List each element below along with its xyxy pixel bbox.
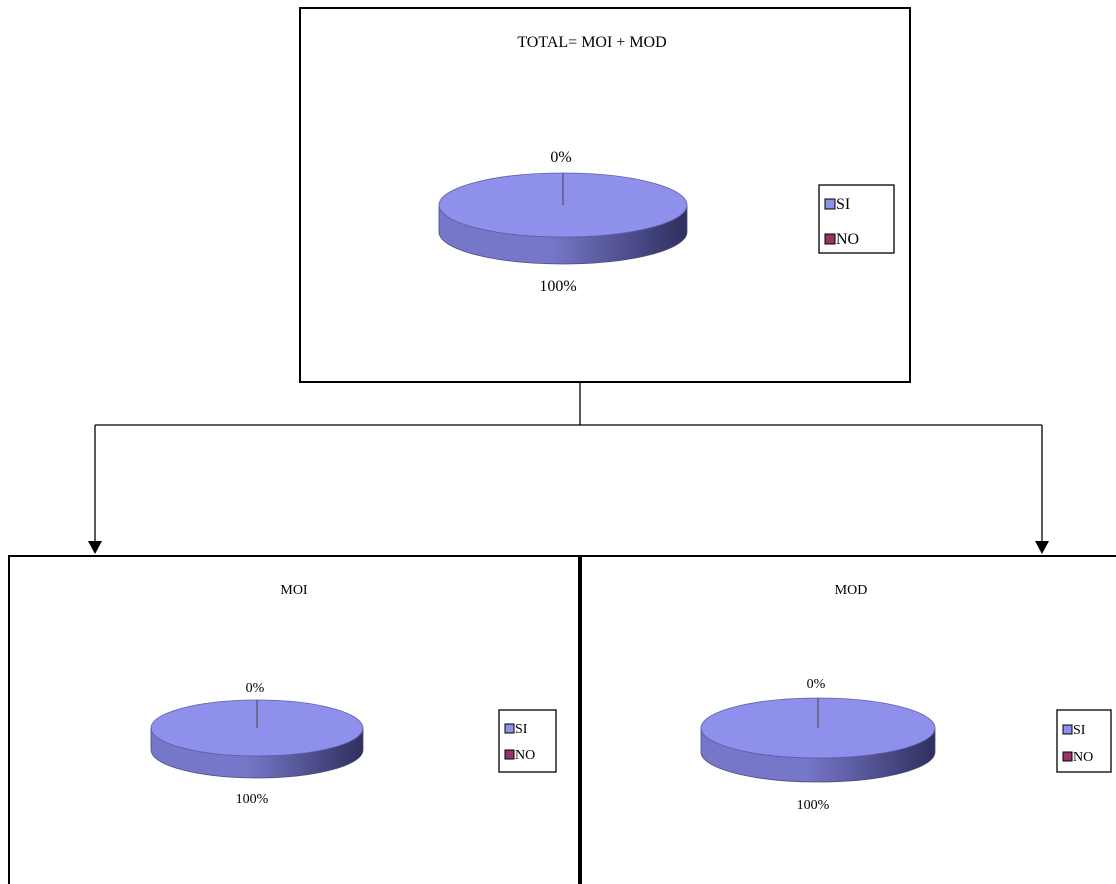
chart-panel-total: TOTAL= MOI + MOD 100% 0% SI NO (299, 7, 911, 383)
legend-swatch-si (504, 723, 515, 734)
legend-swatch-no (824, 233, 836, 245)
legend: SI NO (498, 709, 557, 773)
legend-label-no: NO (1073, 750, 1093, 765)
chart-title: MOD (835, 583, 868, 598)
chart-title: MOI (280, 583, 308, 598)
data-label-si: 100% (797, 798, 830, 813)
data-label-no: 0% (807, 677, 826, 692)
arrow-right-icon (1035, 541, 1049, 554)
chart-panel-mod: MOD 100% 0% SI NO (580, 555, 1116, 884)
chart-title: TOTAL= MOI + MOD (517, 34, 666, 51)
legend-swatch-no (504, 749, 515, 760)
legend-label-si: SI (836, 196, 850, 213)
legend-swatch-no (1062, 751, 1073, 762)
legend: SI NO (1056, 709, 1112, 773)
data-label-no: 0% (246, 681, 265, 696)
legend-label-si: SI (1073, 723, 1086, 738)
data-label-si: 100% (539, 278, 576, 295)
connector-lines (94, 382, 1043, 543)
legend: SI NO (818, 184, 895, 254)
legend-box (1056, 709, 1112, 773)
legend-swatch-si (1062, 724, 1073, 735)
data-label-no: 0% (550, 149, 571, 166)
legend-label-si: SI (515, 722, 528, 737)
legend-swatch-si (824, 198, 836, 210)
legend-label-no: NO (515, 748, 535, 763)
legend-label-no: NO (836, 231, 859, 248)
data-label-si: 100% (236, 792, 269, 807)
legend-box (498, 709, 557, 773)
arrow-left-icon (88, 541, 102, 554)
chart-panel-moi: MOI 100% 0% SI NO (8, 555, 580, 884)
